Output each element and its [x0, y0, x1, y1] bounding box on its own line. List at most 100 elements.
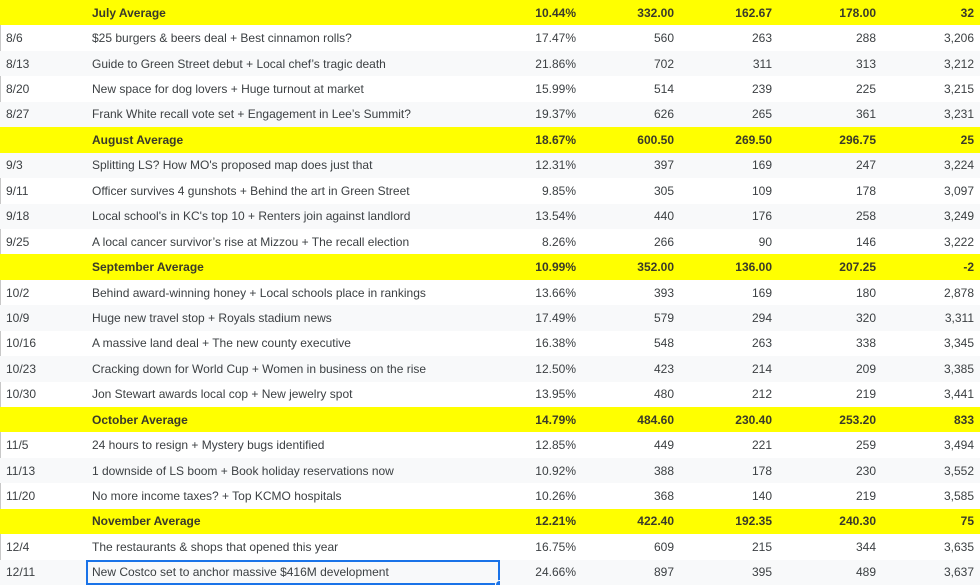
metric-4-cell[interactable]: 3,635	[943, 539, 974, 554]
metric-3-cell[interactable]: 320	[855, 310, 876, 325]
metric-3-cell[interactable]: 178	[855, 183, 876, 198]
metric-3-cell[interactable]: 240.30	[839, 514, 876, 529]
metric-4-cell[interactable]: 3,097	[943, 183, 974, 198]
date-cell[interactable]: 11/20	[6, 489, 36, 504]
metric-2-cell[interactable]: 265	[751, 107, 772, 122]
metric-2-cell[interactable]: 239	[751, 82, 772, 97]
subject-cell[interactable]: October Average	[92, 412, 188, 427]
metric-2-cell[interactable]: 178	[751, 463, 772, 478]
metric-1-cell[interactable]: 600.50	[637, 132, 674, 147]
metric-3-cell[interactable]: 253.20	[839, 412, 876, 427]
subject-cell[interactable]: Splitting LS? How MO's proposed map does…	[92, 158, 373, 173]
subject-cell[interactable]: Huge new travel stop + Royals stadium ne…	[92, 310, 332, 325]
subject-cell[interactable]: 24 hours to resign + Mystery bugs identi…	[92, 438, 325, 453]
metric-1-cell[interactable]: 422.40	[637, 514, 674, 529]
metric-2-cell[interactable]: 294	[751, 310, 772, 325]
metric-1-cell[interactable]: 388	[653, 463, 674, 478]
subject-cell[interactable]: 1 downside of LS boom + Book holiday res…	[92, 463, 394, 478]
metric-4-cell[interactable]: 833	[953, 412, 974, 427]
metric-1-cell[interactable]: 548	[653, 336, 674, 351]
date-cell[interactable]: 8/6	[6, 31, 23, 46]
metric-1-cell[interactable]: 514	[653, 82, 674, 97]
subject-cell[interactable]: Local school's in KC's top 10 + Renters …	[92, 209, 411, 224]
metric-1-cell[interactable]: 423	[653, 361, 674, 376]
metric-1-cell[interactable]: 393	[653, 285, 674, 300]
metric-4-cell[interactable]: 3,231	[943, 107, 974, 122]
metric-3-cell[interactable]: 146	[855, 234, 876, 249]
metric-1-cell[interactable]: 440	[653, 209, 674, 224]
date-cell[interactable]: 8/20	[6, 82, 30, 97]
open-rate-cell[interactable]: 13.54%	[535, 209, 576, 224]
metric-4-cell[interactable]: 3,311	[944, 310, 974, 325]
subject-cell[interactable]: November Average	[92, 514, 201, 529]
open-rate-cell[interactable]: 10.99%	[535, 260, 576, 275]
subject-cell[interactable]: September Average	[92, 260, 204, 275]
metric-2-cell[interactable]: 140	[751, 489, 772, 504]
open-rate-cell[interactable]: 12.21%	[535, 514, 576, 529]
subject-cell[interactable]: Cracking down for World Cup + Women in b…	[92, 361, 427, 376]
metric-2-cell[interactable]: 169	[751, 158, 772, 173]
open-rate-cell[interactable]: 15.99%	[535, 82, 576, 97]
metric-4-cell[interactable]: 3,637	[943, 565, 974, 580]
date-cell[interactable]	[0, 127, 86, 152]
metric-3-cell[interactable]: 344	[855, 539, 876, 554]
open-rate-cell[interactable]: 8.26%	[541, 234, 576, 249]
date-cell[interactable]: 9/25	[6, 234, 30, 249]
open-rate-cell[interactable]: 16.75%	[535, 539, 576, 554]
metric-2-cell[interactable]: 90	[758, 234, 772, 249]
date-cell[interactable]: 9/18	[6, 209, 30, 224]
metric-2-cell[interactable]: 269.50	[735, 132, 772, 147]
metric-1-cell[interactable]: 484.60	[637, 412, 674, 427]
metric-1-cell[interactable]: 702	[653, 56, 674, 71]
date-cell[interactable]	[0, 509, 86, 534]
date-cell[interactable]: 8/13	[6, 56, 30, 71]
subject-cell[interactable]: Guide to Green Street debut + Local chef…	[92, 56, 386, 71]
metric-1-cell[interactable]: 609	[653, 539, 674, 554]
metric-2-cell[interactable]: 230.40	[735, 412, 772, 427]
metric-4-cell[interactable]: 3,215	[943, 82, 974, 97]
open-rate-cell[interactable]: 24.66%	[535, 565, 576, 580]
open-rate-cell[interactable]: 21.86%	[535, 56, 576, 71]
metric-3-cell[interactable]: 361	[855, 107, 876, 122]
date-cell[interactable]: 12/11	[6, 565, 36, 580]
open-rate-cell[interactable]: 9.85%	[541, 183, 576, 198]
metric-4-cell[interactable]: 75	[960, 514, 974, 529]
open-rate-cell[interactable]: 19.37%	[535, 107, 576, 122]
date-cell[interactable]: 9/3	[6, 158, 23, 173]
metric-2-cell[interactable]: 221	[751, 438, 772, 453]
open-rate-cell[interactable]: 13.95%	[535, 387, 576, 402]
metric-1-cell[interactable]: 368	[653, 489, 674, 504]
open-rate-cell[interactable]: 18.67%	[535, 132, 576, 147]
open-rate-cell[interactable]: 16.38%	[535, 336, 576, 351]
metric-3-cell[interactable]: 288	[855, 31, 876, 46]
metric-4-cell[interactable]: 3,585	[943, 489, 974, 504]
date-cell[interactable]: 10/30	[6, 387, 37, 402]
open-rate-cell[interactable]: 10.26%	[535, 489, 576, 504]
open-rate-cell[interactable]: 10.44%	[535, 5, 576, 20]
metric-4-cell[interactable]: 3,224	[943, 158, 974, 173]
open-rate-cell[interactable]: 10.92%	[535, 463, 576, 478]
metric-1-cell[interactable]: 332.00	[637, 5, 674, 20]
metric-3-cell[interactable]: 296.75	[839, 132, 876, 147]
subject-cell[interactable]: A massive land deal + The new county exe…	[92, 336, 351, 351]
metric-4-cell[interactable]: 25	[960, 132, 974, 147]
metric-1-cell[interactable]: 560	[653, 31, 674, 46]
metric-2-cell[interactable]: 136.00	[735, 260, 772, 275]
metric-1-cell[interactable]: 397	[653, 158, 674, 173]
metric-4-cell[interactable]: 3,441	[943, 387, 974, 402]
metric-2-cell[interactable]: 109	[751, 183, 772, 198]
metric-2-cell[interactable]: 215	[751, 539, 772, 554]
date-cell[interactable]	[0, 407, 86, 432]
date-cell[interactable]: 10/23	[6, 361, 37, 376]
metric-4-cell[interactable]: 2,878	[943, 285, 974, 300]
metric-4-cell[interactable]: 32	[960, 5, 974, 20]
metric-2-cell[interactable]: 263	[751, 336, 772, 351]
metric-1-cell[interactable]: 305	[653, 183, 674, 198]
metric-3-cell[interactable]: 207.25	[839, 260, 876, 275]
metric-3-cell[interactable]: 313	[855, 56, 876, 71]
metric-1-cell[interactable]: 579	[653, 310, 674, 325]
metric-2-cell[interactable]: 263	[751, 31, 772, 46]
metric-3-cell[interactable]: 225	[855, 82, 876, 97]
metric-1-cell[interactable]: 266	[653, 234, 674, 249]
subject-cell[interactable]: July Average	[92, 5, 166, 20]
